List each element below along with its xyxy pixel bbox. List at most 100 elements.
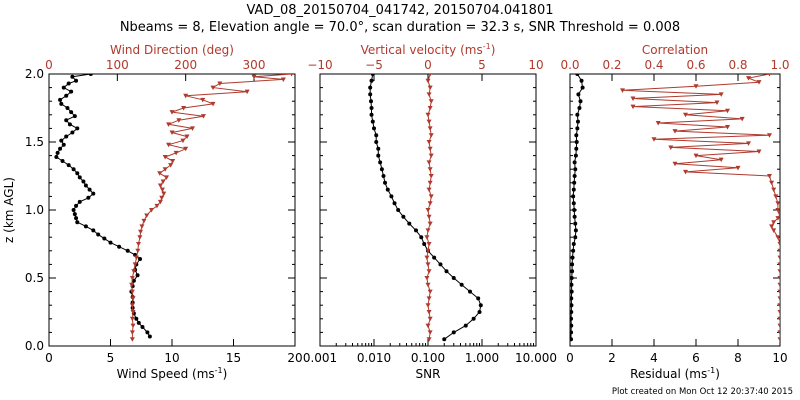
data-point [426, 269, 432, 274]
data-point [570, 282, 574, 287]
data-point [570, 330, 574, 335]
x-bottom-tick-label: 8 [734, 351, 742, 365]
x-top-tick-label: 0.4 [644, 58, 663, 72]
data-point [777, 323, 780, 329]
data-point [571, 242, 576, 246]
y-tick-label: 2.0 [25, 67, 44, 81]
data-point [164, 175, 170, 180]
data-point [170, 159, 176, 164]
figure-title: VAD_08_20150704_041742, 20150704.041801 [246, 3, 554, 18]
data-point [735, 165, 741, 171]
data-point [777, 262, 780, 267]
data-point [575, 112, 580, 117]
data-point [157, 199, 163, 205]
data-point [425, 323, 431, 329]
data-point [463, 323, 468, 328]
data-point [129, 282, 135, 288]
data-point [571, 248, 576, 253]
data-point [180, 138, 186, 144]
data-point [378, 160, 383, 165]
x-bottom-tick-label: 0.010 [357, 351, 391, 365]
data-point [61, 142, 66, 147]
data-point [425, 282, 431, 288]
data-point [775, 216, 780, 221]
data-point [59, 101, 64, 106]
data-point [131, 269, 137, 274]
data-point [572, 208, 577, 212]
data-point [135, 248, 141, 254]
data-point [574, 140, 579, 144]
data-point [140, 324, 145, 329]
data-point [630, 96, 636, 101]
data-point [169, 130, 175, 135]
data-point [74, 216, 79, 221]
data-point [427, 201, 433, 206]
plot-created-note: Plot created on Mon Oct 12 20:37:40 2015 [611, 387, 793, 397]
data-point [154, 203, 160, 209]
data-point [88, 74, 93, 76]
data-point [244, 89, 250, 95]
series-line [622, 74, 780, 340]
data-point [75, 171, 80, 176]
data-point [392, 201, 397, 206]
data-point [369, 99, 374, 104]
data-point [571, 201, 576, 206]
data-point [575, 119, 580, 124]
data-point [96, 232, 101, 237]
data-point [383, 180, 388, 185]
data-point [129, 316, 135, 322]
x-bottom-tick-label: 2 [608, 351, 616, 365]
plot-frame [48, 73, 296, 347]
data-point [58, 146, 63, 151]
x-bottom-axis-label: Wind Speed (ms-1) [117, 366, 228, 381]
black-series-right [570, 74, 585, 342]
data-point [64, 93, 69, 98]
data-point [427, 126, 433, 131]
y-tick-label: 0.0 [25, 339, 44, 353]
data-point [775, 235, 780, 240]
data-point [145, 330, 150, 335]
data-point [476, 296, 481, 301]
data-point [777, 303, 780, 308]
data-point [573, 167, 578, 172]
data-point [577, 106, 582, 110]
data-point [200, 97, 206, 103]
x-top-tick-label: 1.0 [770, 58, 789, 72]
y-axis-label: z (km AGL) [2, 177, 16, 243]
data-point [756, 80, 762, 85]
data-point [162, 154, 168, 160]
data-point [117, 244, 122, 249]
red-series-left [129, 74, 293, 342]
data-point [368, 85, 373, 90]
data-point [66, 81, 71, 86]
data-point [468, 289, 473, 294]
data-point [427, 180, 433, 186]
data-point [718, 92, 724, 97]
x-bottom-axis-label: Residual (ms-1) [630, 366, 720, 381]
data-point [64, 134, 69, 139]
x-top-tick-label: 0.0 [560, 58, 579, 72]
data-point [777, 212, 780, 217]
panel-left: 0.00.51.01.52.0z (km AGL)0 5 10 15 200 100 200… [2, 58, 303, 365]
x-bottom-tick-label: 20 [287, 351, 302, 365]
data-point [181, 106, 187, 111]
data-point [374, 140, 379, 144]
data-point [55, 150, 60, 155]
data-point [574, 146, 579, 151]
data-point [157, 171, 163, 176]
x-bottom-tick-label: 0 [566, 351, 574, 365]
data-point [459, 282, 464, 287]
black-series-middle [368, 74, 483, 342]
data-point [424, 235, 430, 240]
data-point [570, 262, 575, 267]
data-point [756, 149, 762, 155]
x-bottom-tick-label: 10 [164, 351, 179, 365]
series-line [131, 74, 292, 340]
x-bottom-tick-label: 0.100 [411, 351, 445, 365]
data-point [426, 296, 432, 301]
data-point [173, 150, 179, 156]
data-point [86, 195, 91, 200]
data-point [571, 194, 576, 199]
x-top-axis-label: Wind Direction (deg) [110, 43, 234, 57]
data-point [210, 101, 216, 107]
